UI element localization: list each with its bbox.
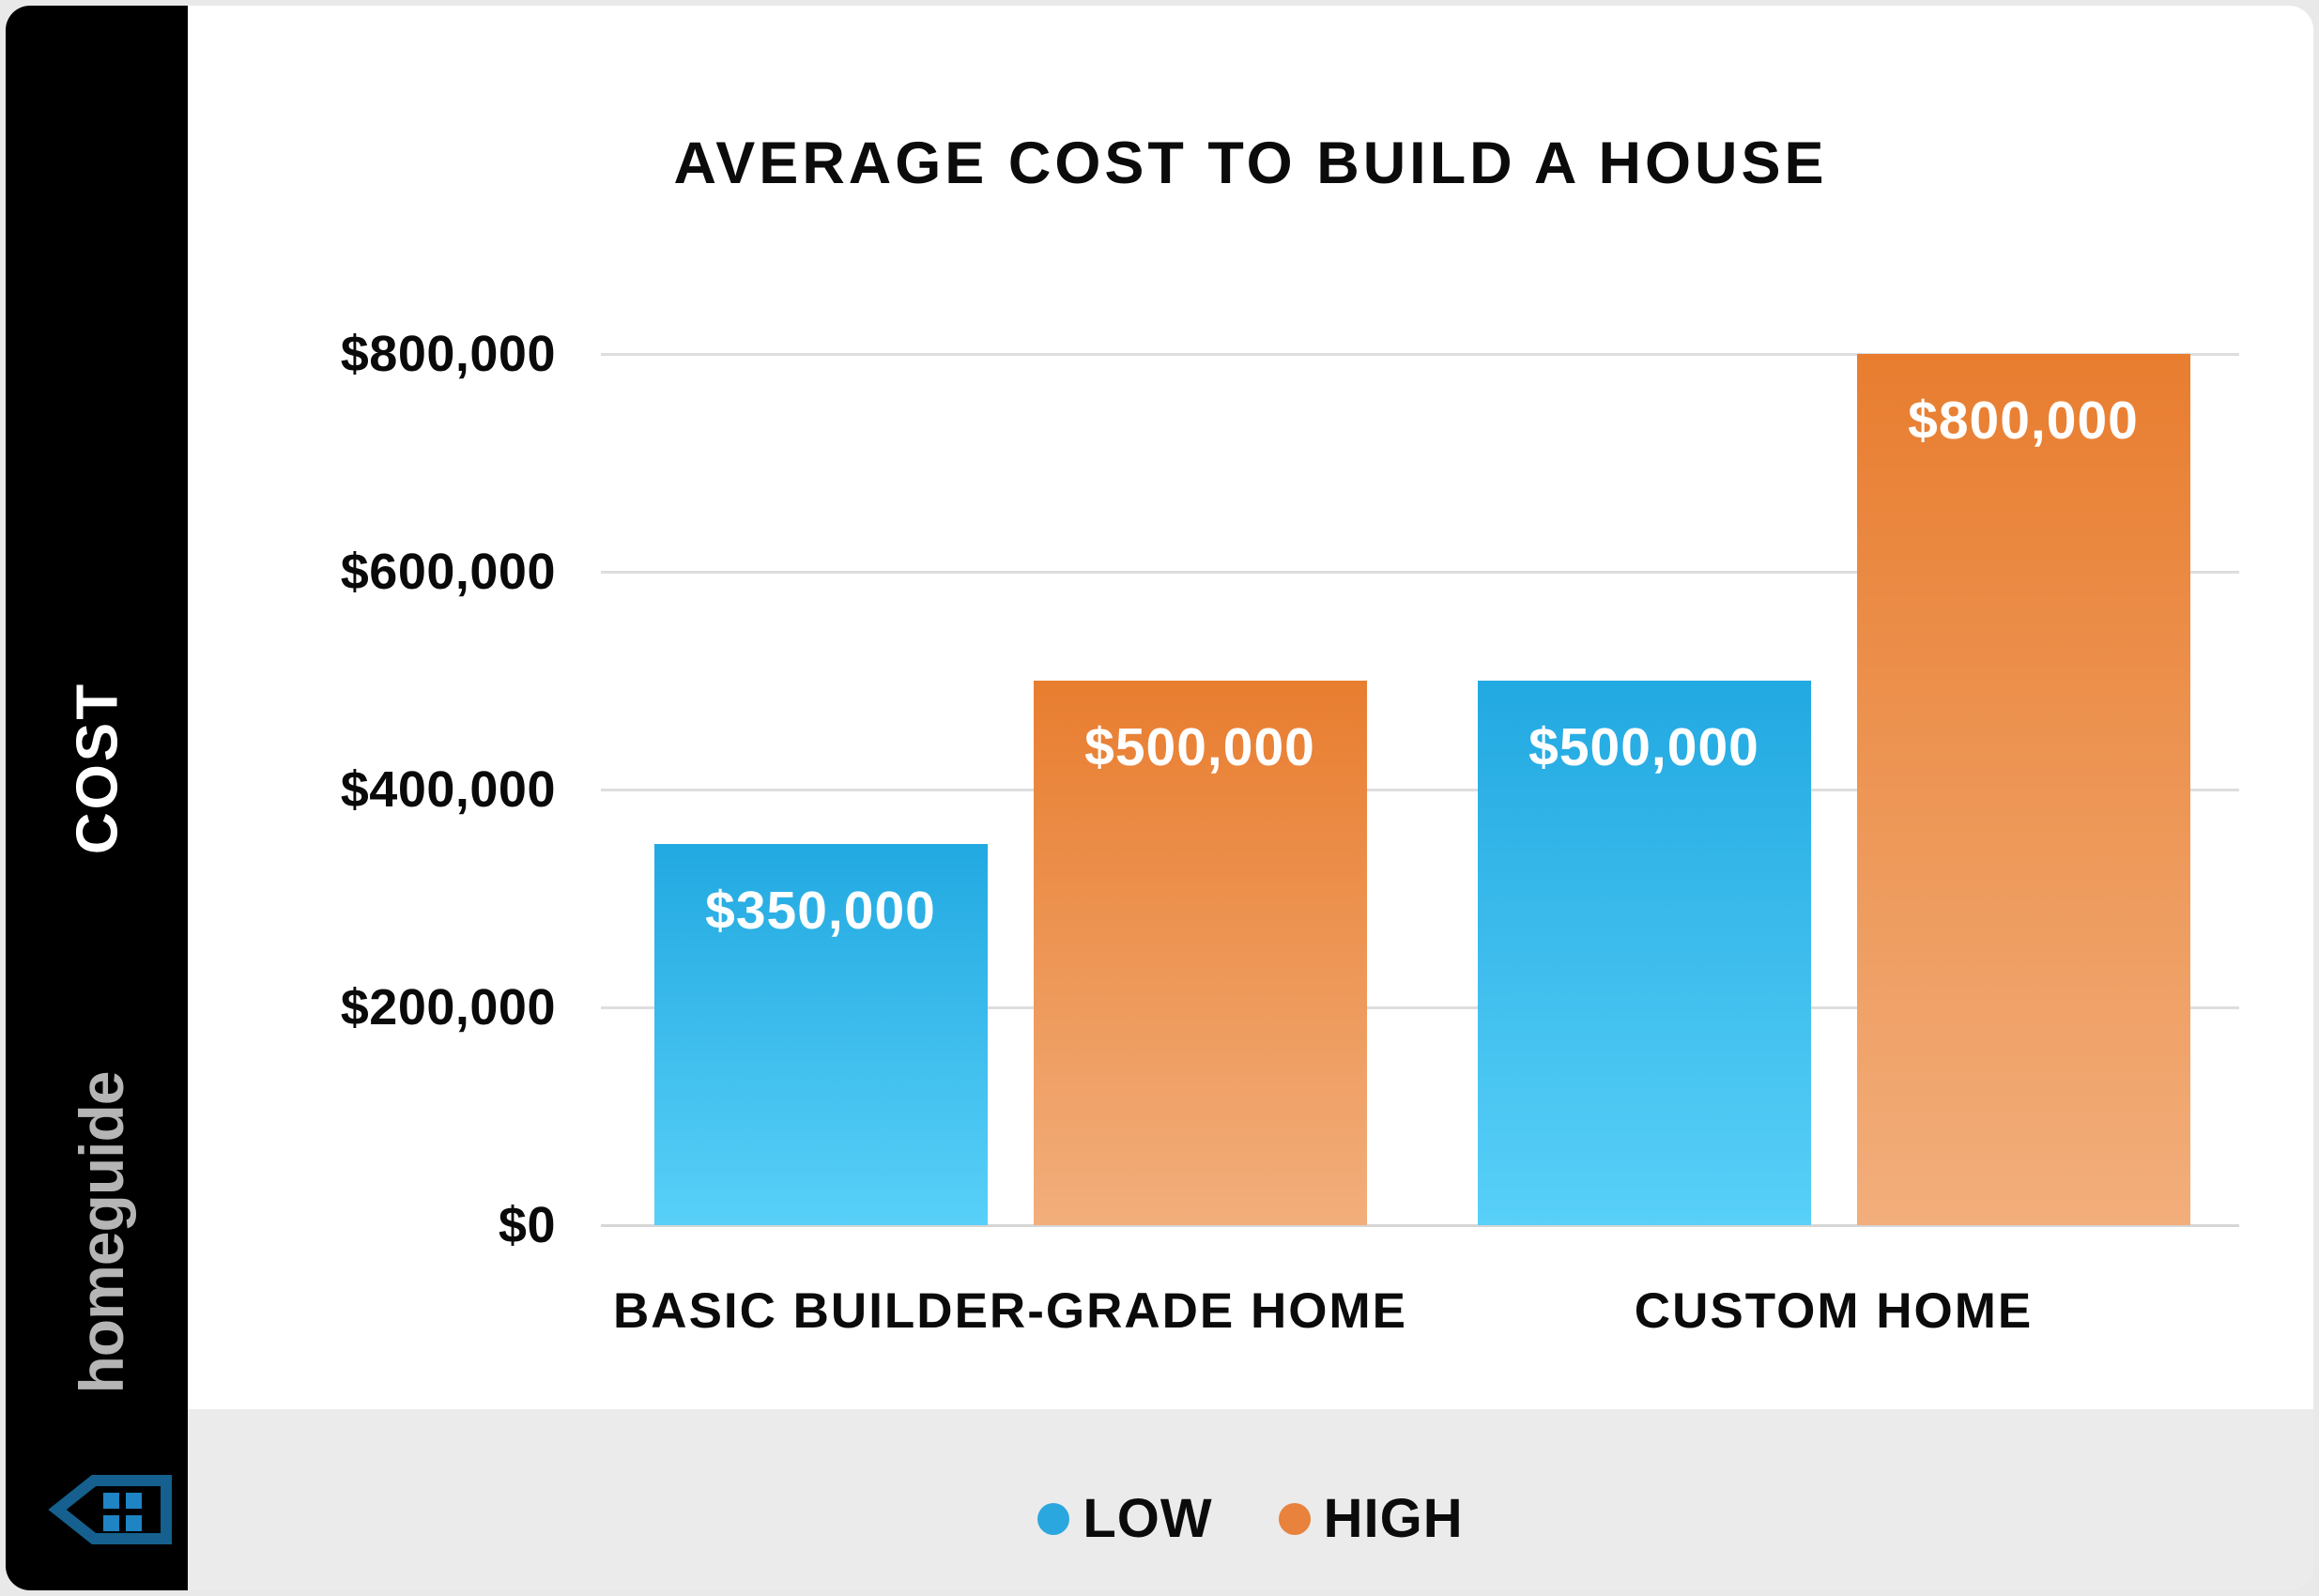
- gridline: [601, 570, 2239, 574]
- y-axis-tick-label: $600,000: [340, 544, 556, 600]
- gridline: [601, 788, 2239, 791]
- chart-title: AVERAGE COST TO BUILD A HOUSE: [673, 130, 1828, 196]
- bar-value-label: $350,000: [705, 881, 936, 941]
- x-axis-baseline: [601, 1223, 2239, 1227]
- chart-area: AVERAGE COST TO BUILD A HOUSE $800,000 $6…: [188, 6, 2313, 1590]
- legend-label: LOW: [1083, 1488, 1213, 1549]
- legend-item-low: LOW: [1037, 1487, 1212, 1550]
- bar-value-label: $500,000: [1084, 717, 1315, 777]
- infographic-card: COST homeguide AVERAGE COST TO BUILD A H…: [6, 6, 2313, 1590]
- bar-high-custom-home: $800,000: [1856, 354, 2190, 1225]
- bar-low-basic-builder-grade-home: $350,000: [653, 844, 988, 1225]
- legend-label: HIGH: [1323, 1488, 1464, 1549]
- legend-dot-low: [1037, 1502, 1070, 1535]
- y-axis-tick-label: $0: [498, 1197, 556, 1253]
- y-axis-tick-label: $200,000: [340, 979, 556, 1036]
- sidebar: COST homeguide: [6, 6, 188, 1590]
- gridline: [601, 352, 2239, 356]
- bar-value-label: $500,000: [1528, 717, 1759, 777]
- homeguide-wordmark: homeguide: [67, 1071, 136, 1394]
- y-axis-tick-label: $800,000: [340, 326, 556, 382]
- legend-dot-high: [1278, 1502, 1311, 1535]
- y-axis-title: COST: [65, 681, 131, 855]
- bar-chart: $800,000 $600,000 $400,000 $200,000 $0 $350,0…: [188, 6, 2313, 1590]
- bar-high-basic-builder-grade-home: $500,000: [1033, 681, 1367, 1225]
- bar-low-custom-home: $500,000: [1477, 681, 1811, 1225]
- bar-value-label: $800,000: [1908, 391, 2139, 451]
- homeguide-house-icon: [48, 1475, 172, 1544]
- x-axis-category-label: BASIC BUILDER-GRADE HOME: [613, 1283, 1407, 1339]
- y-axis-tick-label: $400,000: [340, 761, 556, 818]
- legend-item-high: HIGH: [1278, 1487, 1464, 1550]
- legend-footer: LOW HIGH: [188, 1409, 2313, 1590]
- gridline: [601, 1005, 2239, 1009]
- x-axis-category-label: CUSTOM HOME: [1634, 1283, 2034, 1339]
- legend: LOW HIGH: [1037, 1487, 1463, 1550]
